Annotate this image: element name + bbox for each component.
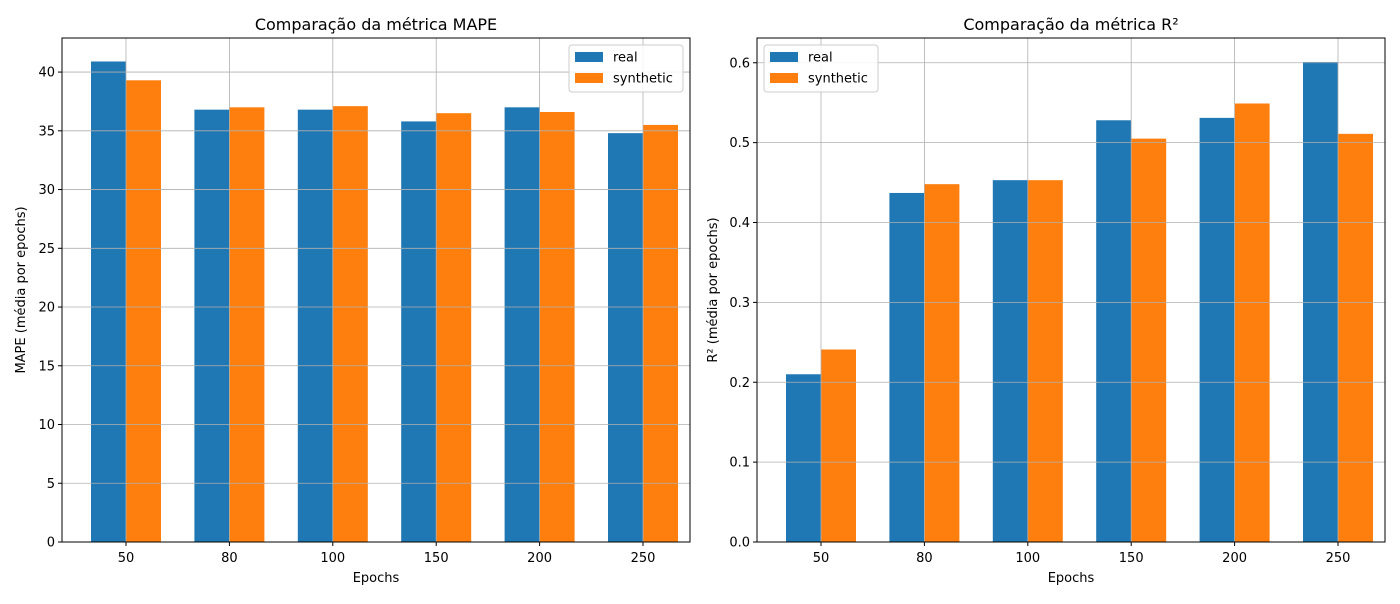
r2-x-axis-label: Epochs: [1048, 571, 1095, 586]
r2-bar-real-50: [786, 374, 821, 542]
mape-ytick-label-7: 35: [38, 124, 55, 139]
mape-ytick-label-5: 25: [38, 242, 55, 257]
mape-bar-synthetic-150: [436, 113, 472, 542]
r2-chart-title: Comparação da métrica R²: [963, 15, 1178, 34]
mape-bar-real-80: [194, 109, 230, 542]
mape-bar-synthetic-250: [643, 124, 678, 542]
r2-legend-label-real: real: [808, 51, 833, 66]
mape-ytick-label-4: 20: [38, 301, 55, 316]
r2-bar-real-80: [889, 192, 925, 542]
r2-chart: 50 80 100 150 200 250 0.0 0.1 0.2 0.3 0.4 0.5 0.6 Com…: [706, 15, 1386, 586]
r2-ytick-label-6: 0.6: [729, 56, 750, 71]
mape-xtick-label-100: 100: [320, 551, 345, 566]
mape-ytick-label-2: 10: [38, 418, 55, 433]
r2-bar-synthetic-80: [924, 184, 960, 543]
mape-x-axis-label: Epochs: [353, 571, 400, 586]
r2-xtick-label-80: 80: [916, 551, 933, 566]
r2-bar-synthetic-200: [1234, 103, 1270, 543]
mape-legend-swatch-real: [575, 52, 603, 62]
r2-xtick-label-250: 250: [1326, 551, 1351, 566]
r2-ytick-label-2: 0.2: [729, 376, 750, 391]
r2-ytick-label-5: 0.5: [729, 136, 750, 151]
r2-bar-synthetic-150: [1131, 138, 1167, 542]
mape-bar-real-150: [401, 121, 437, 542]
mape-xtick-label-80: 80: [221, 551, 238, 566]
mape-ytick-label-8: 40: [38, 66, 55, 81]
r2-bar-synthetic-250: [1338, 133, 1373, 543]
mape-legend-label-real: real: [613, 51, 638, 66]
mape-xtick-label-50: 50: [118, 551, 135, 566]
r2-xtick-label-150: 150: [1119, 551, 1144, 566]
r2-ytick-label-1: 0.1: [729, 456, 750, 471]
mape-bar-synthetic-100: [332, 106, 368, 542]
mape-legend-label-synthetic: synthetic: [613, 72, 673, 87]
r2-ytick-label-0: 0.0: [729, 536, 750, 551]
mape-chart: 50 80 100 150 200 250 0 5 10 15 20 25 30 35 40 Comparaç…: [14, 15, 691, 586]
mape-xtick-label-250: 250: [631, 551, 656, 566]
r2-legend-label-synthetic: synthetic: [808, 72, 868, 87]
mape-bar-synthetic-80: [229, 107, 265, 542]
r2-ytick-label-3: 0.3: [729, 296, 750, 311]
mape-xtick-label-200: 200: [527, 551, 552, 566]
r2-xtick-label-50: 50: [813, 551, 830, 566]
mape-ytick-label-0: 0: [47, 536, 55, 551]
mape-chart-title: Comparação da métrica MAPE: [255, 15, 497, 34]
r2-bar-synthetic-100: [1027, 180, 1063, 543]
r2-xtick-label-100: 100: [1015, 551, 1040, 566]
r2-bar-real-200: [1199, 117, 1235, 542]
r2-bar-real-150: [1096, 120, 1132, 543]
mape-bar-real-250: [608, 133, 643, 543]
r2-y-axis-label: R² (média por epochs): [706, 217, 721, 362]
r2-xtick-label-200: 200: [1222, 551, 1247, 566]
r2-legend: real synthetic: [763, 44, 879, 93]
r2-axes-frame: [756, 37, 1386, 543]
mape-legend-swatch-synthetic: [575, 73, 603, 83]
mape-bar-real-50: [91, 61, 126, 543]
mape-bar-real-200: [504, 107, 540, 542]
mape-y-axis-label: MAPE (média por epochs): [14, 206, 29, 373]
mape-xtick-label-150: 150: [424, 551, 449, 566]
mape-ytick-label-6: 30: [38, 183, 55, 198]
mape-ytick-label-1: 5: [47, 477, 55, 492]
mape-bar-real-100: [297, 109, 333, 542]
r2-bar-synthetic-50: [821, 349, 856, 542]
r2-bar-real-100: [992, 180, 1028, 543]
mape-legend: real synthetic: [568, 44, 684, 93]
mape-bar-synthetic-200: [539, 112, 575, 543]
mape-bar-synthetic-50: [126, 80, 161, 543]
mape-axes-frame: [61, 37, 691, 543]
r2-legend-swatch-real: [770, 52, 798, 62]
r2-legend-swatch-synthetic: [770, 73, 798, 83]
r2-ytick-label-4: 0.4: [729, 216, 750, 231]
mape-ytick-label-3: 15: [38, 359, 55, 374]
